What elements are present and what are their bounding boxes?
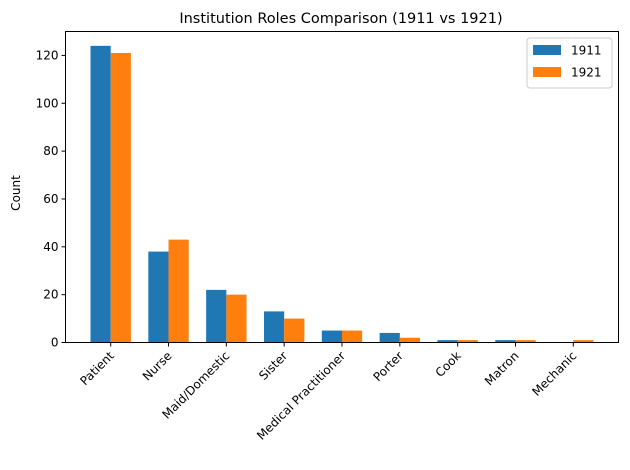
y-tick-label: 100 <box>36 96 59 110</box>
bar-1921-mechanic <box>573 340 594 343</box>
y-axis: 0 20 40 60 80 100 120 <box>36 48 66 350</box>
x-tick-label: Cook <box>433 349 464 380</box>
y-tick-label: 120 <box>36 48 59 62</box>
legend-label-1921: 1921 <box>571 66 602 80</box>
bar-1911-nurse <box>148 251 169 343</box>
x-tick-label: Porter <box>371 349 406 384</box>
x-tick-label: Patient <box>77 349 117 389</box>
y-tick-label: 40 <box>43 240 58 254</box>
y-tick-label: 0 <box>51 336 59 350</box>
bar-1911-maid-domestic <box>206 289 227 343</box>
legend-swatch-1911 <box>533 45 561 55</box>
bar-1911-porter <box>379 332 400 343</box>
x-tick-label: Matron <box>482 349 522 389</box>
bar-1911-cook <box>437 340 458 343</box>
bar-1921-nurse <box>168 239 189 343</box>
bar-1921-porter <box>399 337 421 343</box>
bar-1911-patient <box>90 45 111 343</box>
bars-group <box>90 45 594 343</box>
x-tick-label: Sister <box>256 349 290 383</box>
y-tick-label: 60 <box>43 192 58 206</box>
y-tick-label: 20 <box>43 288 58 302</box>
x-tick-label: Nurse <box>140 349 175 384</box>
bar-1921-cook <box>457 340 478 343</box>
legend-swatch-1921 <box>533 67 561 77</box>
chart-title: Institution Roles Comparison (1911 vs 19… <box>179 11 502 27</box>
bar-1921-medical-practitioner <box>342 330 363 343</box>
y-axis-label: Count <box>9 175 23 211</box>
bar-1921-patient <box>110 53 131 343</box>
legend-label-1911: 1911 <box>571 44 602 58</box>
bar-1911-matron <box>495 340 516 343</box>
x-tick-label: Mechanic <box>529 349 579 399</box>
bar-1911-sister <box>263 311 285 343</box>
legend: 1911 1921 <box>526 37 613 89</box>
bar-1921-sister <box>284 318 305 343</box>
bar-1911-medical-practitioner <box>321 330 342 343</box>
plot-frame <box>65 31 619 343</box>
y-tick-label: 80 <box>43 144 58 158</box>
bar-1921-maid-domestic <box>226 294 247 343</box>
bar-1921-matron <box>515 340 536 343</box>
